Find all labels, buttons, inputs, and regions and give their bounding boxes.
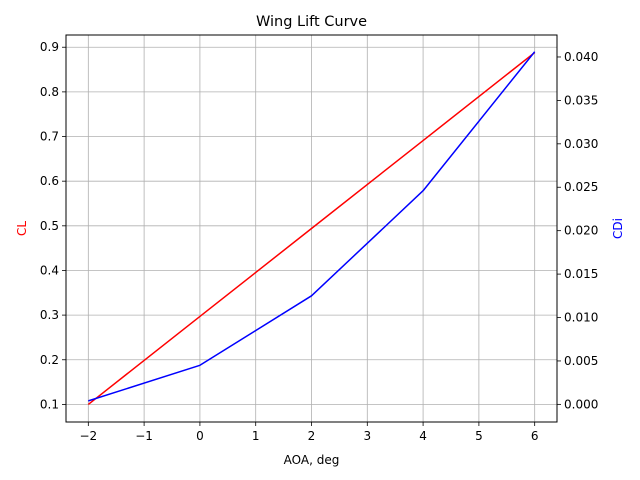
y-axis-label-left: CL — [15, 221, 29, 236]
axis-ticks: −2 −1 0 1 2 3 4 5 6 0.1 0.2 0.3 0.4 0.5 0.6 0.7 0.8 0.9 0.… — [40, 40, 598, 443]
y2-tick-label: 0.005 — [564, 354, 598, 368]
x-tick-label: 1 — [252, 429, 260, 443]
y-tick-label: 0.6 — [40, 174, 59, 188]
x-tick-label: 4 — [419, 429, 427, 443]
y2-tick-label: 0.025 — [564, 180, 598, 194]
x-tick-label: −2 — [79, 429, 97, 443]
y-tick-label: 0.5 — [40, 219, 59, 233]
y2-tick-label: 0.000 — [564, 397, 598, 411]
series-lines — [87, 51, 536, 405]
x-tick-label: 5 — [475, 429, 483, 443]
y2-tick-label: 0.035 — [564, 93, 598, 107]
y-tick-label: 0.9 — [40, 40, 59, 54]
y-axis-label-right: CDi — [611, 218, 625, 239]
cl-series-line — [87, 52, 536, 405]
cdi-series-line — [88, 51, 536, 402]
x-axis-label: AOA, deg — [284, 453, 340, 467]
x-tick-label: 6 — [531, 429, 539, 443]
y2-tick-label: 0.040 — [564, 50, 598, 64]
y2-tick-label: 0.030 — [564, 137, 598, 151]
y-tick-label: 0.2 — [40, 353, 59, 367]
y-tick-label: 0.8 — [40, 85, 59, 99]
y2-tick-label: 0.020 — [564, 224, 598, 238]
y2-tick-label: 0.010 — [564, 311, 598, 325]
y-tick-label: 0.4 — [40, 263, 59, 277]
x-tick-label: 2 — [308, 429, 316, 443]
x-tick-label: 0 — [196, 429, 204, 443]
y2-tick-label: 0.015 — [564, 267, 598, 281]
y-tick-label: 0.1 — [40, 397, 59, 411]
y-tick-label: 0.3 — [40, 308, 59, 322]
x-tick-label: 3 — [363, 429, 371, 443]
grid — [66, 35, 557, 422]
y-tick-label: 0.7 — [40, 130, 59, 144]
chart-title: Wing Lift Curve — [256, 14, 367, 30]
x-tick-label: −1 — [135, 429, 153, 443]
